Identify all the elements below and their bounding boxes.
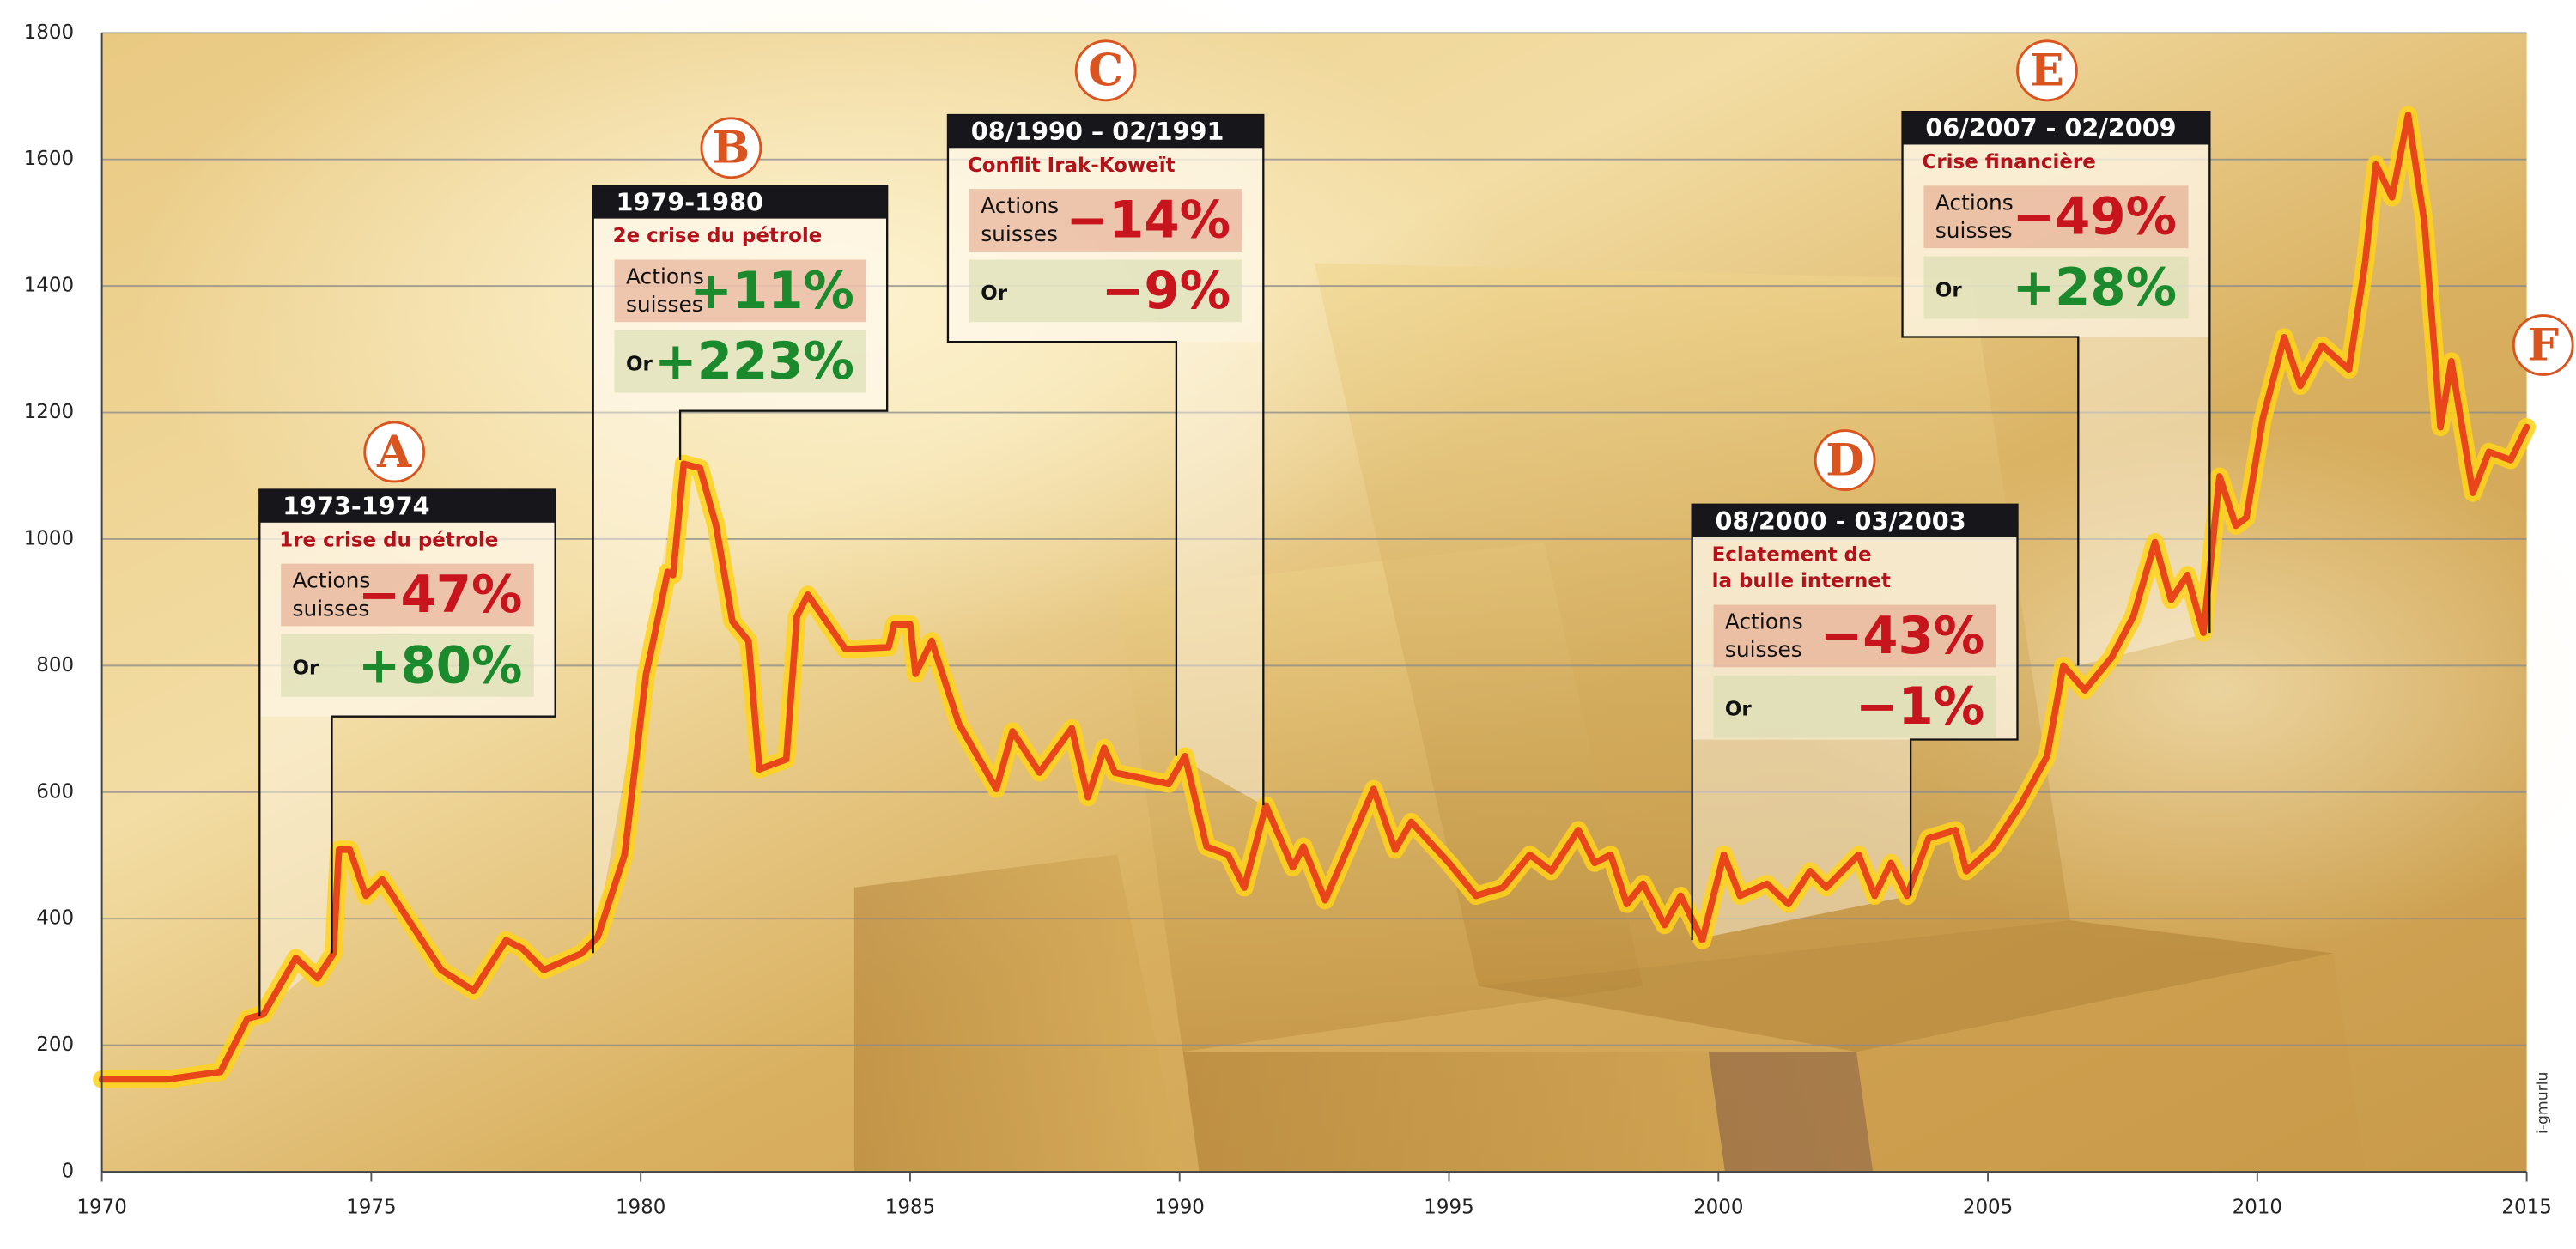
box-header — [1692, 504, 2018, 538]
row-value: −43% — [1820, 606, 1985, 665]
y-tick-label: 600 — [36, 780, 74, 803]
y-tick-label: 200 — [36, 1034, 74, 1056]
box-header — [947, 115, 1264, 149]
x-tick-label: 1985 — [885, 1197, 935, 1219]
annotations: 1973-1974 1re crise du pétrole Actions suis… — [258, 39, 2574, 1016]
letter-badge — [1074, 39, 1137, 102]
y-tick-label: 1800 — [24, 21, 74, 44]
x-tick-label: 2005 — [1963, 1197, 2013, 1219]
y-tick-label: 0 — [61, 1161, 74, 1183]
row-background — [1713, 604, 1996, 668]
gold-bar — [1856, 953, 2366, 1173]
row-label: suisses — [981, 221, 1058, 246]
row-background — [281, 634, 534, 697]
row-value: +28% — [2012, 258, 2177, 317]
y-tick-label: 1000 — [24, 527, 74, 549]
row-value: −49% — [2012, 187, 2177, 246]
row-value: −47% — [358, 565, 523, 624]
connector-line — [258, 488, 556, 1016]
letter: F — [2527, 318, 2559, 371]
box-event: Eclatement de — [1712, 544, 1872, 567]
row-background — [969, 259, 1242, 323]
row-label: Or — [1935, 279, 1963, 301]
row-value: +80% — [358, 635, 523, 694]
shadow — [1708, 1052, 1874, 1173]
row-label: suisses — [1725, 637, 1802, 662]
row-background — [281, 563, 534, 627]
row-label: Or — [981, 282, 1008, 305]
box-event: Conflit Irak-Koweït — [968, 155, 1176, 177]
row-label: Or — [626, 354, 653, 376]
row-value: +223% — [654, 331, 854, 391]
connector-line — [946, 113, 1265, 806]
box-period: 1979-1980 — [616, 187, 763, 216]
box-event: la bulle internet — [1712, 570, 1891, 592]
box-period: 06/2007 - 02/2009 — [1925, 113, 2176, 142]
connector-line — [592, 185, 889, 954]
letter: A — [376, 426, 412, 478]
line — [98, 112, 2530, 1083]
row-label: Or — [1725, 699, 1753, 721]
letter-badge — [2016, 39, 2078, 102]
x-tick-label: 2015 — [2501, 1197, 2551, 1219]
row-label: Actions — [626, 264, 704, 289]
gold-bar — [1478, 920, 2333, 1052]
letter: E — [2030, 45, 2063, 97]
letter-badge — [700, 117, 762, 179]
letter-badge — [363, 421, 426, 483]
row-value: −1% — [1856, 676, 1984, 736]
row-background — [969, 189, 1242, 252]
letter-badge — [2512, 314, 2574, 376]
box-period: 08/2000 - 03/2003 — [1715, 506, 1965, 536]
letter: B — [713, 122, 750, 174]
row-background — [1923, 185, 2189, 249]
row-label: Actions — [1725, 609, 1803, 634]
row-label: Or — [293, 658, 320, 680]
row-value: −9% — [1102, 261, 1230, 320]
credit: i-gmurlu — [2535, 1072, 2552, 1134]
x-tick-label: 1995 — [1424, 1197, 1473, 1219]
x-tick-label: 1970 — [76, 1197, 126, 1219]
row-background — [1713, 675, 1996, 738]
row-background — [614, 259, 866, 323]
y-tick-label: 800 — [36, 654, 74, 676]
row-background — [1923, 256, 2189, 319]
x-tick-label: 1990 — [1155, 1197, 1205, 1219]
box-header — [259, 489, 556, 523]
gold-bar — [854, 854, 1183, 1173]
row-label: Actions — [293, 568, 371, 593]
row-label: suisses — [293, 596, 370, 621]
box-header — [592, 185, 888, 219]
box-period: 08/1990 – 02/1991 — [971, 117, 1224, 146]
letter: D — [1826, 434, 1864, 486]
x-tick-label: 1980 — [616, 1197, 665, 1219]
box-event: 1re crise du pétrole — [279, 529, 498, 551]
gold-bar — [1182, 1052, 1874, 1173]
box-event: Crise financière — [1923, 151, 2096, 173]
box-period: 1973-1974 — [283, 492, 430, 521]
row-value: −14% — [1066, 190, 1230, 249]
x-tick-label: 1975 — [346, 1197, 396, 1219]
row-label: Actions — [981, 193, 1059, 218]
connector-line — [1691, 503, 2019, 941]
box-event: 2e crise du pétrole — [613, 225, 823, 247]
series — [93, 106, 2537, 1088]
connector-line — [1901, 111, 2211, 666]
x-tick-label: 2010 — [2233, 1197, 2282, 1219]
y-tick-label: 1400 — [24, 275, 74, 297]
row-label: suisses — [626, 292, 703, 317]
row-label: Actions — [1935, 190, 2014, 215]
y-tick-label: 1200 — [24, 401, 74, 423]
row-label: suisses — [1935, 218, 2013, 243]
y-tick-label: 1600 — [24, 148, 74, 170]
row-background — [614, 330, 866, 393]
box-header — [1902, 112, 2210, 145]
row-value: +11% — [690, 261, 854, 320]
letter: C — [1088, 45, 1123, 97]
letter-badge — [1814, 429, 1876, 491]
x-tick-label: 2000 — [1693, 1197, 1743, 1219]
y-tick-label: 400 — [36, 907, 74, 930]
